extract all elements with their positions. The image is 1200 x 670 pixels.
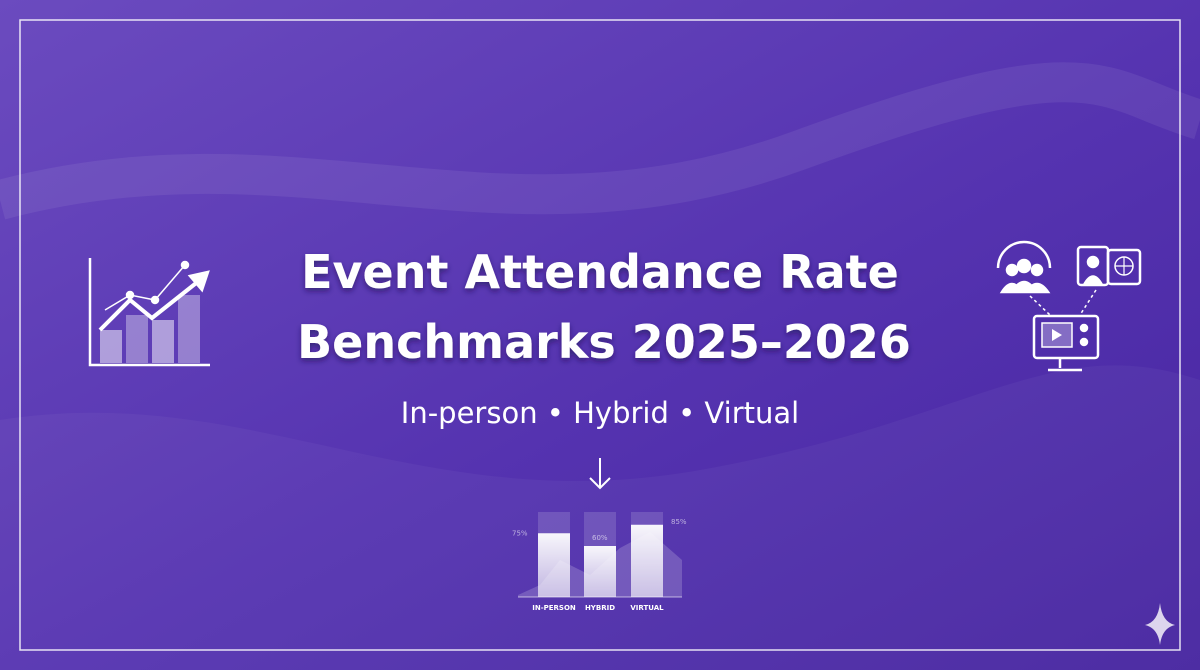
bar bbox=[631, 524, 663, 597]
subtitle: In-person • Hybrid • Virtual bbox=[401, 396, 799, 430]
mini-chart: 75% IN-PERSON 60% HYBRID 85% VIRTUAL bbox=[512, 512, 687, 612]
area-decor bbox=[518, 532, 682, 597]
frame bbox=[19, 19, 1181, 651]
bar bbox=[584, 546, 616, 597]
value-label: 60% bbox=[592, 534, 608, 542]
sparkle bbox=[1145, 603, 1175, 645]
title-line: Benchmarks 2025–2026 bbox=[297, 315, 911, 369]
value-label: 85% bbox=[671, 518, 687, 526]
arrow bbox=[589, 458, 611, 490]
category-label: HYBRID bbox=[585, 604, 615, 612]
value-label: 75% bbox=[512, 529, 528, 537]
event-icons bbox=[996, 240, 1142, 372]
growth-icon bbox=[88, 258, 210, 367]
category-label: IN-PERSON bbox=[532, 604, 576, 612]
title-line: Event Attendance Rate bbox=[301, 245, 899, 299]
wave bbox=[0, 365, 1200, 670]
bar bbox=[538, 533, 570, 597]
category-label: VIRTUAL bbox=[630, 604, 664, 612]
wave bbox=[0, 62, 1200, 220]
